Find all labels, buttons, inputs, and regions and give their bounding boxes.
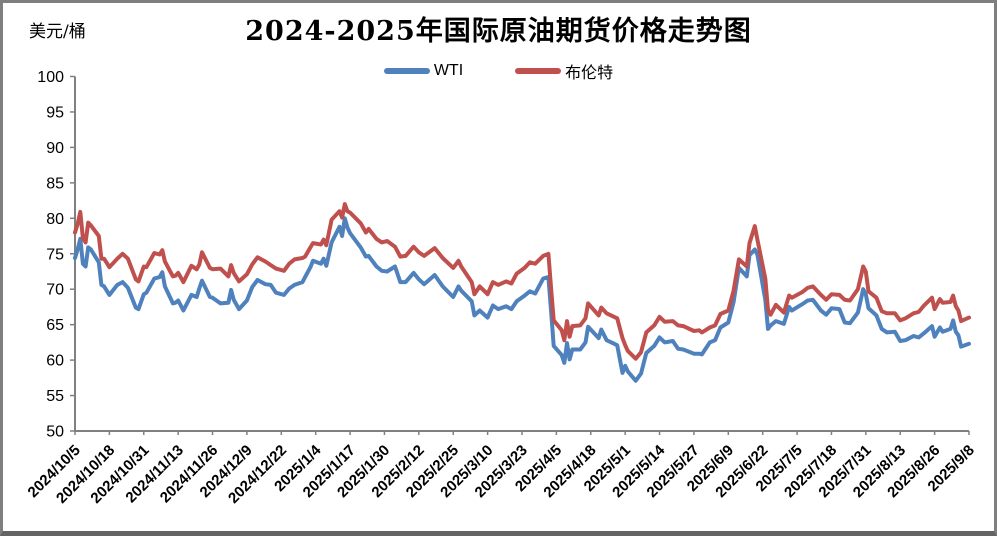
y-tick-label: 80 <box>46 211 64 228</box>
y-tick-label: 100 <box>37 69 64 86</box>
legend-item-wti: WTI <box>383 62 464 80</box>
legend-item-brent: 布伦特 <box>515 59 613 83</box>
chart-title: 2024-2025年国际原油期货价格走势图 <box>245 16 752 47</box>
legend-label-wti: WTI <box>433 62 464 79</box>
legend-label-brent: 布伦特 <box>565 63 614 82</box>
legend: WTI 布伦特 <box>3 59 994 83</box>
y-tick-label: 90 <box>46 140 64 157</box>
plot-area: 100959085807570656055502024/10/52024/10/… <box>25 69 978 507</box>
y-tick-label: 55 <box>46 388 64 405</box>
wti-line-swatch <box>383 68 430 74</box>
y-tick-label: 75 <box>46 246 64 263</box>
y-tick-label: 85 <box>46 175 64 192</box>
wti-price-line <box>73 216 971 383</box>
y-tick-label: 95 <box>46 104 64 121</box>
brent-line-swatch <box>515 68 562 74</box>
y-tick-label: 65 <box>46 317 64 334</box>
brent-price-line <box>73 202 971 361</box>
y-axis-unit-label: 美元/桶 <box>29 22 86 42</box>
y-tick-label: 70 <box>46 282 64 299</box>
y-tick-label: 50 <box>46 424 64 441</box>
y-tick-label: 60 <box>46 353 64 370</box>
